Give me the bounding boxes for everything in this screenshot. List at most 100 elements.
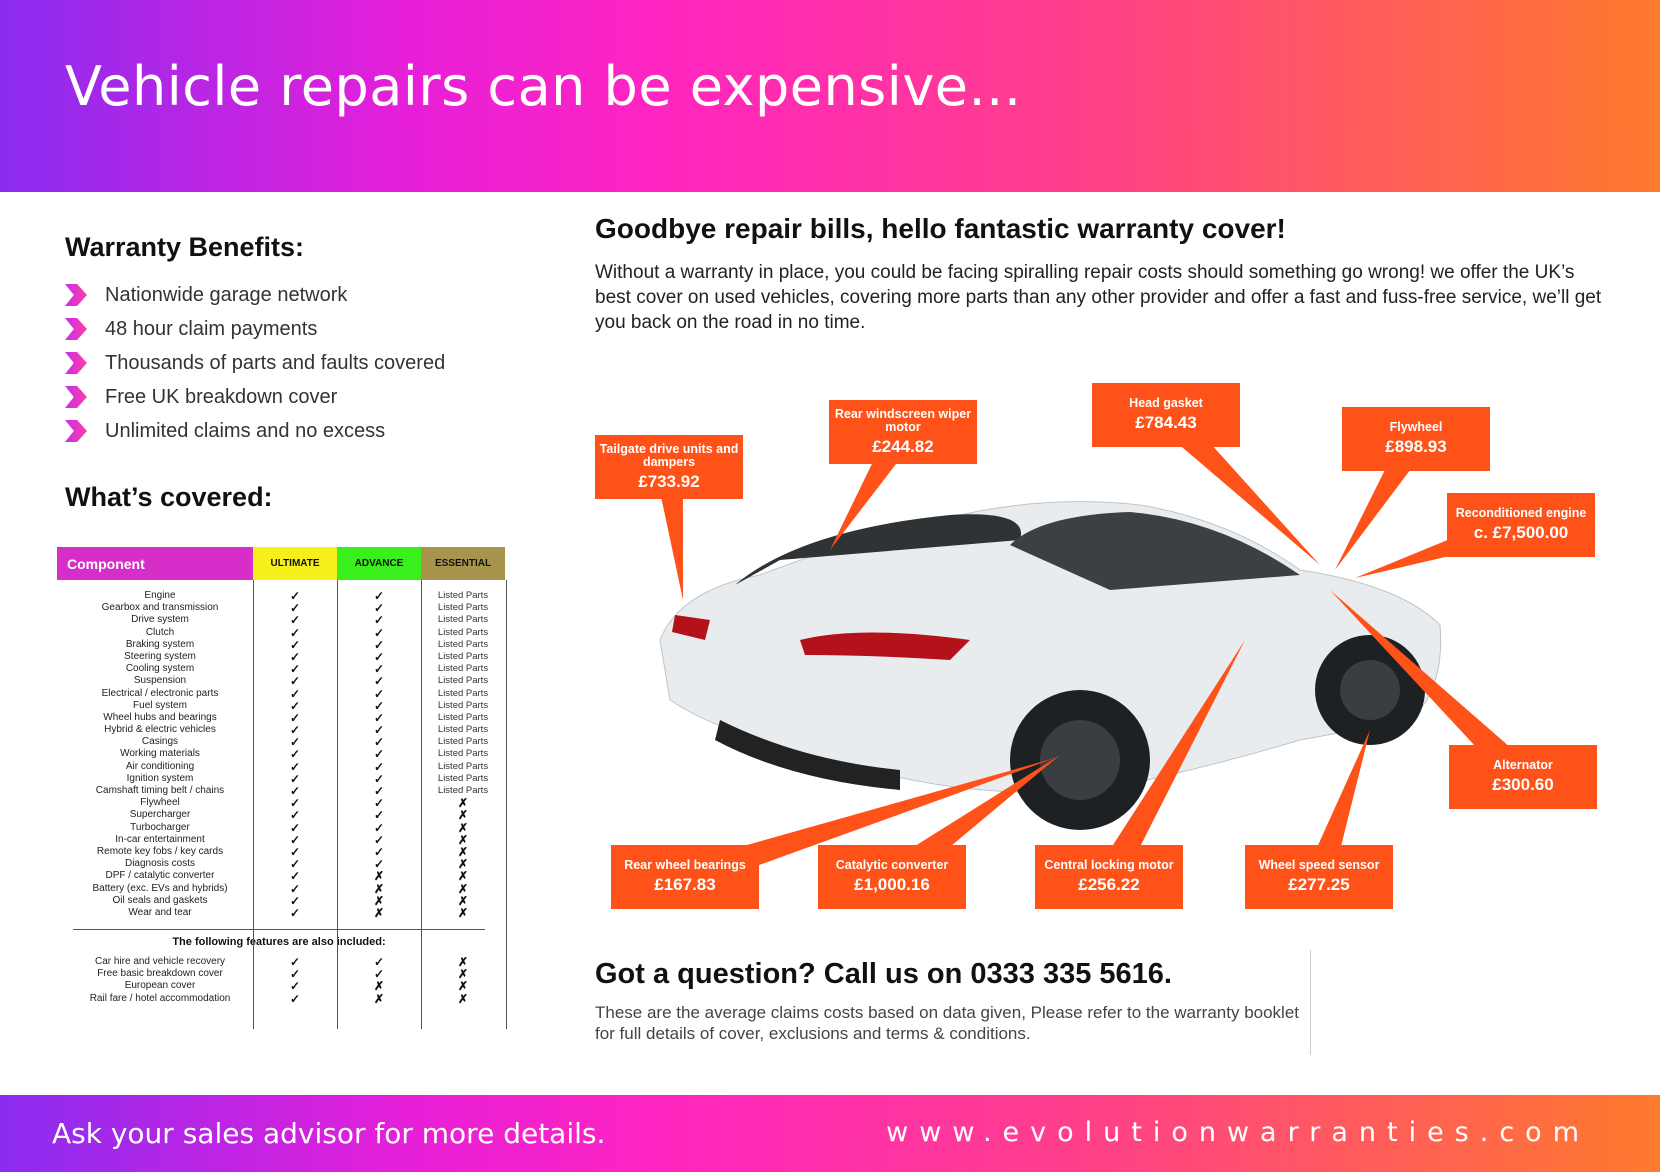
column-header: ULTIMATE (253, 547, 337, 580)
component-name: European cover (124, 980, 196, 992)
callout-label: Reconditioned engine (1455, 506, 1587, 520)
component-name: Electrical / electronic parts (101, 687, 219, 699)
callout-price: £898.93 (1385, 437, 1447, 456)
check-icon: ✓ (289, 979, 301, 994)
check-icon: ✓ (289, 869, 301, 884)
table-row: Diagnosis costs ✓ ✓ ✗ (57, 858, 507, 870)
check-icon: ✓ (373, 613, 385, 628)
check-icon: ✓ (373, 857, 385, 872)
check-icon: ✓ (373, 832, 385, 847)
component-name: Diagnosis costs (124, 858, 196, 870)
component-name: Oil seals and gaskets (112, 894, 208, 906)
check-icon: ✓ (289, 686, 301, 701)
benefit-item: Free UK breakdown cover (65, 380, 445, 414)
component-name: Working materials (120, 748, 200, 760)
table-row: Casings ✓ ✓ Listed Parts (57, 736, 507, 748)
callout-label: Wheel speed sensor (1258, 858, 1380, 872)
component-name: Air conditioning (125, 760, 195, 772)
component-name: Steering system (124, 650, 196, 662)
cross-icon: ✗ (457, 991, 469, 1006)
table-row: Free basic breakdown cover ✓ ✓ ✗ (57, 968, 507, 980)
cross-icon: ✗ (373, 881, 385, 896)
callout-pointer (1330, 590, 1533, 788)
divider (1310, 950, 1311, 1055)
table-row: Rail fare / hotel accommodation ✓ ✗ ✗ (57, 993, 507, 1005)
table-row: Hybrid & electric vehicles ✓ ✓ Listed Parts (57, 724, 507, 736)
callout-label: Rear wheel bearings (624, 858, 746, 872)
cross-icon: ✗ (457, 832, 469, 847)
check-icon: ✓ (289, 881, 301, 896)
intro-text: Without a warranty in place, you could b… (595, 262, 1602, 333)
cell-value: Listed Parts (437, 772, 489, 784)
cell-value: Listed Parts (437, 638, 489, 650)
cross-icon: ✗ (457, 905, 469, 920)
column-header: ADVANCE (337, 547, 421, 580)
callout-price: c. £7,500.00 (1473, 523, 1569, 542)
table-row: Wear and tear ✓ ✗ ✗ (57, 907, 507, 919)
table-row: Braking system ✓ ✓ Listed Parts (57, 639, 507, 651)
website-link[interactable]: www.evolutionwarranties.com (886, 1117, 1590, 1148)
component-name: Supercharger (129, 809, 191, 821)
table-row: Drive system ✓ ✓ Listed Parts (57, 614, 507, 626)
component-name: DPF / catalytic converter (105, 870, 215, 882)
check-icon: ✓ (373, 735, 385, 750)
chevron-right-icon (65, 352, 87, 374)
chevron-right-icon (65, 284, 87, 306)
benefit-label: Thousands of parts and faults covered (105, 351, 446, 374)
page-title: Vehicle repairs can be expensive... (65, 55, 1022, 118)
check-icon: ✓ (373, 698, 385, 713)
cell-value: Listed Parts (437, 785, 489, 796)
cell-value: Listed Parts (437, 699, 489, 711)
check-icon: ✓ (373, 625, 385, 640)
table-row: Remote key fobs / key cards ✓ ✓ ✗ (57, 846, 507, 858)
benefit-item: 48 hour claim payments (65, 312, 445, 346)
cross-icon: ✗ (373, 905, 385, 920)
check-icon: ✓ (373, 589, 385, 603)
check-icon: ✓ (289, 759, 301, 774)
check-icon: ✓ (373, 723, 385, 738)
disclaimer-note: These are the average claims costs based… (595, 1003, 1300, 1043)
benefits-list: Nationwide garage network 48 hour claim p… (65, 278, 445, 448)
check-icon: ✓ (373, 637, 385, 652)
check-icon: ✓ (289, 710, 301, 725)
table-row: European cover ✓ ✗ ✗ (57, 980, 507, 992)
chevron-right-icon (65, 420, 87, 442)
chevron-right-icon (65, 386, 87, 408)
cell-value: Listed Parts (437, 614, 489, 626)
component-name: Suspension (133, 675, 187, 687)
check-icon: ✓ (373, 601, 385, 616)
component-name: Casings (141, 736, 179, 748)
component-name: Wheel hubs and bearings (103, 711, 217, 723)
also-included-heading: The following features are also included… (73, 929, 485, 948)
cell-value: Listed Parts (437, 675, 489, 687)
check-icon: ✓ (373, 710, 385, 725)
column-divider (337, 580, 338, 1029)
benefit-item: Unlimited claims and no excess (65, 414, 445, 448)
cost-callout: Central locking motor £256.22 (1035, 845, 1183, 909)
callout-label: Rear windscreen wiper motor (834, 406, 972, 434)
benefit-label: Unlimited claims and no excess (105, 419, 386, 442)
column-divider (253, 580, 254, 1029)
callout-label: Tailgate drive units and dampers (599, 441, 739, 469)
table-row: Camshaft timing belt / chains ✓ ✓ Listed Pa… (57, 785, 507, 797)
check-icon: ✓ (373, 662, 385, 677)
component-name: Car hire and vehicle recovery (94, 956, 226, 968)
check-icon: ✓ (373, 674, 385, 689)
check-icon: ✓ (289, 723, 301, 738)
cost-callout: Wheel speed sensor £277.25 (1245, 845, 1393, 909)
check-icon: ✓ (289, 784, 301, 798)
component-name: Turbocharger (130, 821, 190, 833)
component-name: Remote key fobs / key cards (96, 845, 224, 857)
cell-value: Listed Parts (437, 590, 489, 601)
table-row: Electrical / electronic parts ✓ ✓ Listed Pa… (57, 686, 507, 701)
check-icon: ✓ (289, 991, 301, 1006)
benefit-label: Nationwide garage network (105, 283, 348, 306)
component-name: Camshaft timing belt / chains (95, 785, 225, 796)
cell-value: Listed Parts (437, 650, 489, 662)
benefit-item: Nationwide garage network (65, 278, 445, 312)
table-row: Flywheel ✓ ✓ ✗ (57, 797, 507, 809)
footer-banner: Ask your sales advisor for more details.… (0, 1095, 1660, 1172)
main-heading: Goodbye repair bills, hello fantastic wa… (595, 213, 1286, 244)
check-icon: ✓ (289, 967, 301, 982)
